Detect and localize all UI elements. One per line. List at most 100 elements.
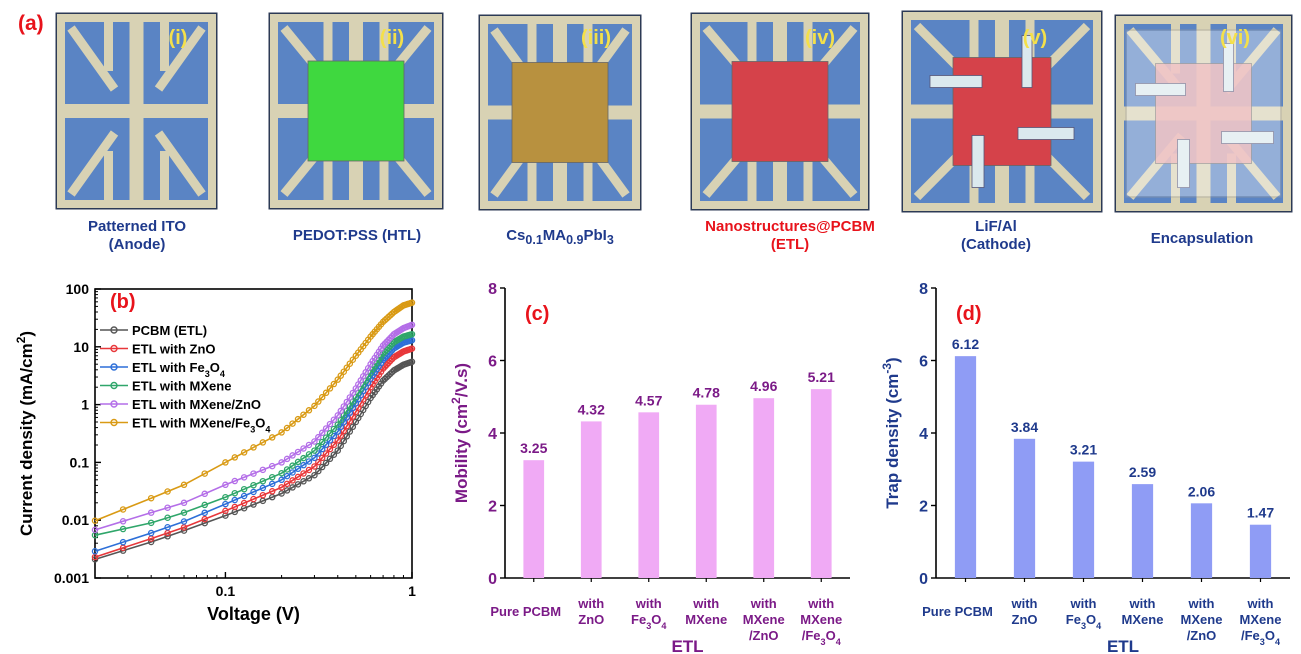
- bar-value-label: 1.47: [1247, 505, 1274, 521]
- bar: [954, 356, 977, 578]
- data-point: [404, 346, 411, 354]
- legend-entry: ETL with ZnO: [132, 342, 216, 357]
- category-label: /Fe3O4: [802, 628, 842, 647]
- category-label: with: [692, 596, 719, 611]
- data-point: [250, 488, 257, 496]
- data-point: [395, 342, 402, 349]
- data-point: [283, 455, 291, 463]
- electrode-trace: [692, 14, 700, 209]
- data-point: [330, 441, 338, 449]
- bar: [753, 398, 775, 578]
- data-point: [278, 490, 285, 497]
- data-point: [222, 500, 229, 508]
- category-label: with: [750, 596, 777, 611]
- data-point: [395, 336, 402, 343]
- data-point: [367, 375, 374, 383]
- data-point: [379, 356, 387, 364]
- data-point: [352, 352, 360, 360]
- deposited-layer: [1155, 63, 1252, 164]
- legend-entry: ETL with Fe3O4: [132, 360, 226, 379]
- data-point: [268, 493, 276, 501]
- y-tick-label: 4: [919, 426, 928, 443]
- electrode-trace: [632, 16, 640, 209]
- data-point: [385, 344, 392, 352]
- data-point: [388, 340, 396, 348]
- data-point: [381, 375, 389, 383]
- data-point: [407, 345, 414, 353]
- data-point: [180, 509, 188, 516]
- data-point: [388, 310, 396, 317]
- data-point: [346, 360, 354, 367]
- data-point: [393, 328, 401, 336]
- panel-label: (d): [956, 303, 982, 325]
- data-point: [231, 454, 239, 461]
- data-point: [334, 421, 342, 428]
- data-point: [385, 372, 392, 379]
- data-point: [346, 418, 354, 425]
- data-point: [405, 337, 413, 345]
- bar-value-label: 4.78: [693, 385, 720, 401]
- y-axis-label-group: Current density (mA/cm2): [14, 331, 36, 536]
- data-point: [294, 481, 302, 488]
- data-point: [180, 499, 188, 507]
- data-point: [318, 438, 326, 446]
- step-caption-line: Patterned ITO: [87, 218, 187, 235]
- data-point: [343, 414, 351, 421]
- data-point: [346, 409, 354, 417]
- step-caption-line: (ETL): [770, 236, 810, 253]
- data-point: [395, 327, 402, 335]
- data-point: [379, 365, 387, 372]
- step-tile: [1114, 14, 1293, 213]
- data-point: [283, 466, 291, 473]
- data-point: [367, 360, 374, 368]
- data-point: [250, 481, 257, 489]
- data-point: [375, 371, 383, 379]
- data-point: [398, 362, 406, 369]
- data-point: [390, 367, 398, 374]
- x-axis-label: ETL: [1107, 637, 1139, 654]
- data-point: [180, 527, 188, 534]
- data-point: [403, 301, 410, 308]
- data-point: [373, 325, 381, 333]
- data-point: [119, 547, 127, 554]
- data-point: [180, 524, 188, 531]
- data-point: [222, 493, 229, 501]
- electrode-trace: [692, 14, 868, 22]
- legend-entry: ETL with MXene/ZnO: [132, 397, 261, 412]
- data-point: [401, 347, 409, 355]
- data-point: [305, 451, 313, 458]
- data-point: [147, 519, 155, 527]
- electrode-trace: [57, 14, 65, 208]
- data-point: [201, 509, 208, 517]
- data-point: [388, 332, 396, 340]
- data-point: [268, 434, 276, 441]
- data-point: [387, 334, 394, 342]
- bar: [1249, 524, 1272, 578]
- bar-value-label: 2.06: [1188, 483, 1215, 499]
- data-point: [379, 350, 387, 357]
- data-point: [405, 346, 413, 353]
- data-point: [305, 475, 313, 482]
- data-point: [268, 480, 276, 488]
- data-point: [300, 411, 307, 418]
- data-point: [289, 462, 296, 469]
- data-point: [390, 345, 398, 352]
- data-point: [408, 299, 416, 306]
- data-point: [404, 332, 411, 339]
- data-point: [393, 337, 401, 344]
- data-point: [364, 336, 372, 344]
- data-point: [201, 501, 208, 509]
- category-label: /ZnO: [1187, 628, 1217, 643]
- data-point: [377, 368, 385, 375]
- data-point: [381, 348, 389, 356]
- category-label: MXene: [1181, 612, 1223, 627]
- data-point: [373, 359, 381, 367]
- data-point: [407, 322, 414, 329]
- data-point: [401, 360, 409, 368]
- data-point: [400, 302, 407, 309]
- data-point: [250, 470, 257, 477]
- data-point: [400, 324, 407, 332]
- data-point: [222, 459, 229, 466]
- data-point: [91, 553, 99, 561]
- data-point: [395, 305, 402, 312]
